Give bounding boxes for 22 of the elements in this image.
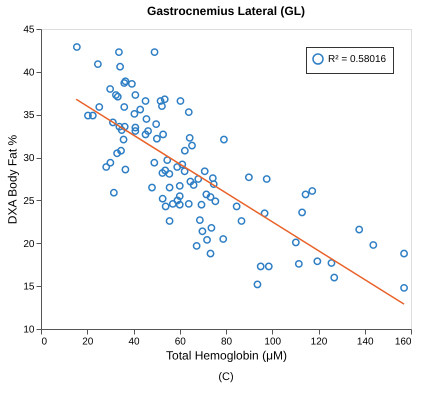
y-tick-label: 15 xyxy=(23,282,35,293)
y-tick-label: 40 xyxy=(23,67,35,78)
text: (C) xyxy=(218,371,234,383)
y-tick-label: 45 xyxy=(23,24,35,36)
y-tick-label: 20 xyxy=(23,238,35,250)
x-tick-label: 0 xyxy=(42,336,48,348)
x-tick-label: 60 xyxy=(174,336,186,348)
y-tick-label: 35 xyxy=(23,110,35,122)
x-tick-label: 160 xyxy=(394,336,412,348)
y-tick-label: 30 xyxy=(23,153,35,164)
x-tick-label: 20 xyxy=(82,336,94,348)
chart-title: Gastrocnemius Lateral (GL) xyxy=(146,4,306,18)
y-tick-label: 10 xyxy=(23,324,35,336)
x-tick-label: 140 xyxy=(356,336,374,348)
x-tick-label: 40 xyxy=(128,336,140,348)
x-tick-label: 120 xyxy=(310,336,328,348)
y-axis-title: DXA Body Fat % xyxy=(5,134,20,224)
x-tick-label: 80 xyxy=(220,336,232,348)
x-tick-label: 100 xyxy=(264,336,282,348)
legend-label: R² = 0.58016 xyxy=(328,54,387,65)
y-tick-label: 25 xyxy=(23,196,35,207)
x-axis-title: Total Hemoglobin (μM) xyxy=(166,348,287,362)
